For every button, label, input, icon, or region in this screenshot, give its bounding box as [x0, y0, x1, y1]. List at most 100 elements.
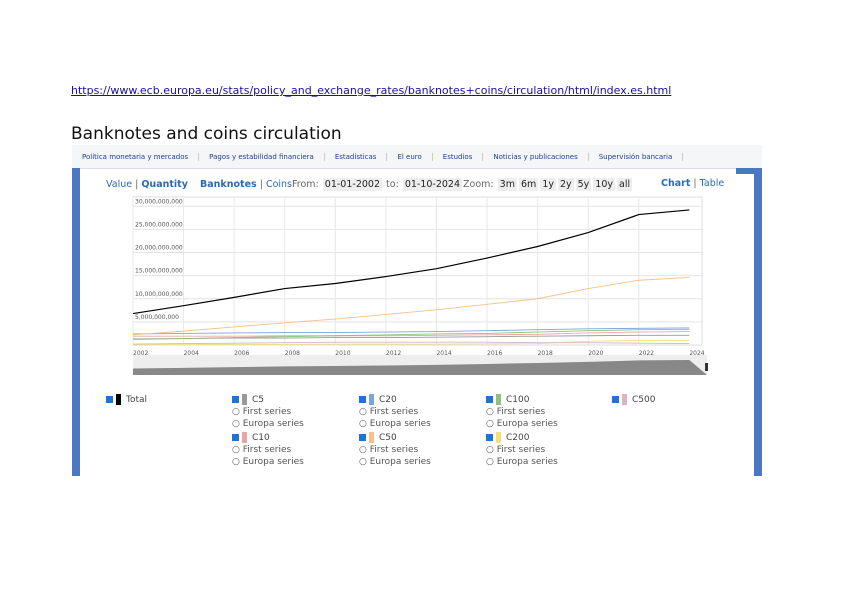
- legend-sub-europa[interactable]: ○ Europa series: [359, 419, 431, 429]
- nav-item[interactable]: Supervisión bancaria: [589, 152, 684, 161]
- series-line-c10: [133, 331, 690, 337]
- legend-sub-first[interactable]: ○ First series: [232, 407, 291, 417]
- checkbox-checked[interactable]: [106, 396, 113, 403]
- legend-c100[interactable]: C100: [486, 394, 529, 405]
- legend-c20[interactable]: C20: [359, 394, 397, 405]
- color-swatch: [496, 432, 501, 443]
- nav-item[interactable]: El euro: [387, 152, 433, 161]
- legend-label: C100: [506, 395, 530, 405]
- color-swatch: [369, 432, 374, 443]
- y-tick-label: 20,000,000,000: [135, 245, 183, 252]
- legend-label: C200: [506, 433, 530, 443]
- source-link[interactable]: https://www.ecb.europa.eu/stats/policy_a…: [71, 84, 672, 97]
- legend-sub-europa[interactable]: ○ Europa series: [232, 419, 304, 429]
- legend-label: C500: [632, 395, 656, 405]
- embedded-screenshot: Política monetaria y mercados Pagos y es…: [72, 145, 762, 476]
- y-tick-label: 15,000,000,000: [135, 268, 183, 275]
- radio-unchecked[interactable]: ○: [232, 406, 243, 417]
- x-tick-label: 2002: [133, 350, 148, 357]
- legend-c500[interactable]: C500: [612, 394, 655, 405]
- sub-label: Europa series: [242, 457, 304, 467]
- from-date-input[interactable]: 01-01-2002: [322, 178, 382, 191]
- sub-label: First series: [496, 444, 546, 455]
- right-accent-bar: [754, 168, 762, 476]
- checkbox-checked[interactable]: [232, 434, 239, 441]
- x-tick-label: 2012: [386, 350, 401, 357]
- color-swatch: [116, 394, 121, 405]
- legend-sub-europa[interactable]: ○ Europa series: [359, 457, 431, 467]
- legend-sub-europa[interactable]: ○ Europa series: [486, 457, 558, 467]
- legend-sub-europa[interactable]: ○ Europa series: [486, 419, 558, 429]
- zoom-3m[interactable]: 3m: [497, 178, 517, 191]
- checkbox-checked[interactable]: [359, 434, 366, 441]
- radio-unchecked[interactable]: ○: [232, 419, 243, 429]
- chart-controls: Value | Quantity Banknotes | Coins From:…: [106, 178, 633, 191]
- series-line-c200: [133, 339, 690, 345]
- radio-unchecked[interactable]: ○: [359, 406, 370, 417]
- radio-unchecked[interactable]: ○: [486, 419, 497, 429]
- legend-label: Total: [126, 395, 148, 405]
- zoom-6m[interactable]: 6m: [518, 178, 539, 191]
- radio-unchecked[interactable]: ○: [359, 457, 370, 467]
- color-swatch: [369, 394, 374, 405]
- quantity-toggle[interactable]: Quantity: [141, 179, 188, 190]
- x-tick-label: 2004: [184, 350, 199, 357]
- x-tick-label: 2008: [285, 350, 300, 357]
- nav-item[interactable]: Pagos y estabilidad financiera: [199, 152, 325, 161]
- nav-item[interactable]: Estudios: [433, 152, 484, 161]
- to-date-input[interactable]: 01-10-2024: [402, 178, 463, 191]
- separator: |: [135, 179, 139, 190]
- radio-unchecked[interactable]: ○: [359, 444, 370, 455]
- separator: |: [259, 179, 263, 190]
- legend-sub-europa[interactable]: ○ Europa series: [232, 457, 304, 467]
- x-tick-label: 2020: [588, 350, 603, 357]
- sub-label: Europa series: [496, 457, 558, 467]
- color-swatch: [622, 394, 627, 405]
- separator: |: [693, 178, 697, 189]
- legend-c5[interactable]: C5: [232, 394, 264, 405]
- radio-unchecked[interactable]: ○: [486, 444, 497, 455]
- navigator-series: [133, 360, 707, 375]
- legend-sub-first[interactable]: ○ First series: [486, 445, 545, 455]
- navigator-handle: [705, 363, 708, 371]
- checkbox-checked[interactable]: [612, 396, 619, 403]
- zoom-1y[interactable]: 1y: [540, 178, 556, 191]
- radio-unchecked[interactable]: ○: [486, 406, 497, 417]
- table-view-tab[interactable]: Table: [699, 178, 725, 189]
- legend-sub-first[interactable]: ○ First series: [486, 407, 545, 417]
- zoom-2y[interactable]: 2y: [557, 178, 574, 191]
- sub-label: First series: [242, 444, 292, 455]
- legend-total[interactable]: Total: [106, 394, 147, 405]
- legend-c10[interactable]: C10: [232, 432, 270, 443]
- nav-item[interactable]: Política monetaria y mercados: [72, 152, 200, 161]
- nav-item[interactable]: Estadísticas: [325, 152, 388, 161]
- view-toggle: Chart | Table: [661, 178, 724, 189]
- nav-item[interactable]: Noticias y publicaciones: [483, 152, 589, 161]
- value-toggle[interactable]: Value: [106, 179, 133, 190]
- radio-unchecked[interactable]: ○: [486, 457, 497, 467]
- legend-sub-first[interactable]: ○ First series: [359, 445, 418, 455]
- radio-unchecked[interactable]: ○: [232, 444, 243, 455]
- checkbox-checked[interactable]: [486, 434, 493, 441]
- zoom-all[interactable]: all: [617, 178, 633, 191]
- chart-view-tab[interactable]: Chart: [661, 178, 691, 189]
- legend-c50[interactable]: C50: [359, 432, 397, 443]
- checkbox-checked[interactable]: [359, 396, 366, 403]
- right-accent-tab: [736, 168, 762, 174]
- legend-c200[interactable]: C200: [486, 432, 529, 443]
- banknotes-toggle[interactable]: Banknotes: [200, 179, 257, 190]
- checkbox-checked[interactable]: [232, 396, 239, 403]
- legend-sub-first[interactable]: ○ First series: [359, 407, 418, 417]
- checkbox-checked[interactable]: [486, 396, 493, 403]
- sub-label: Europa series: [369, 457, 431, 467]
- radio-unchecked[interactable]: ○: [359, 419, 370, 429]
- zoom-5y[interactable]: 5y: [575, 178, 592, 191]
- coins-toggle[interactable]: Coins: [265, 179, 292, 190]
- to-label: to:: [386, 179, 399, 190]
- radio-unchecked[interactable]: ○: [232, 457, 243, 467]
- page-title: Banknotes and coins circulation: [71, 124, 342, 144]
- sub-label: First series: [369, 406, 419, 417]
- series-line-c100: [132, 328, 690, 340]
- zoom-10y[interactable]: 10y: [593, 178, 616, 191]
- legend-sub-first[interactable]: ○ First series: [232, 445, 291, 455]
